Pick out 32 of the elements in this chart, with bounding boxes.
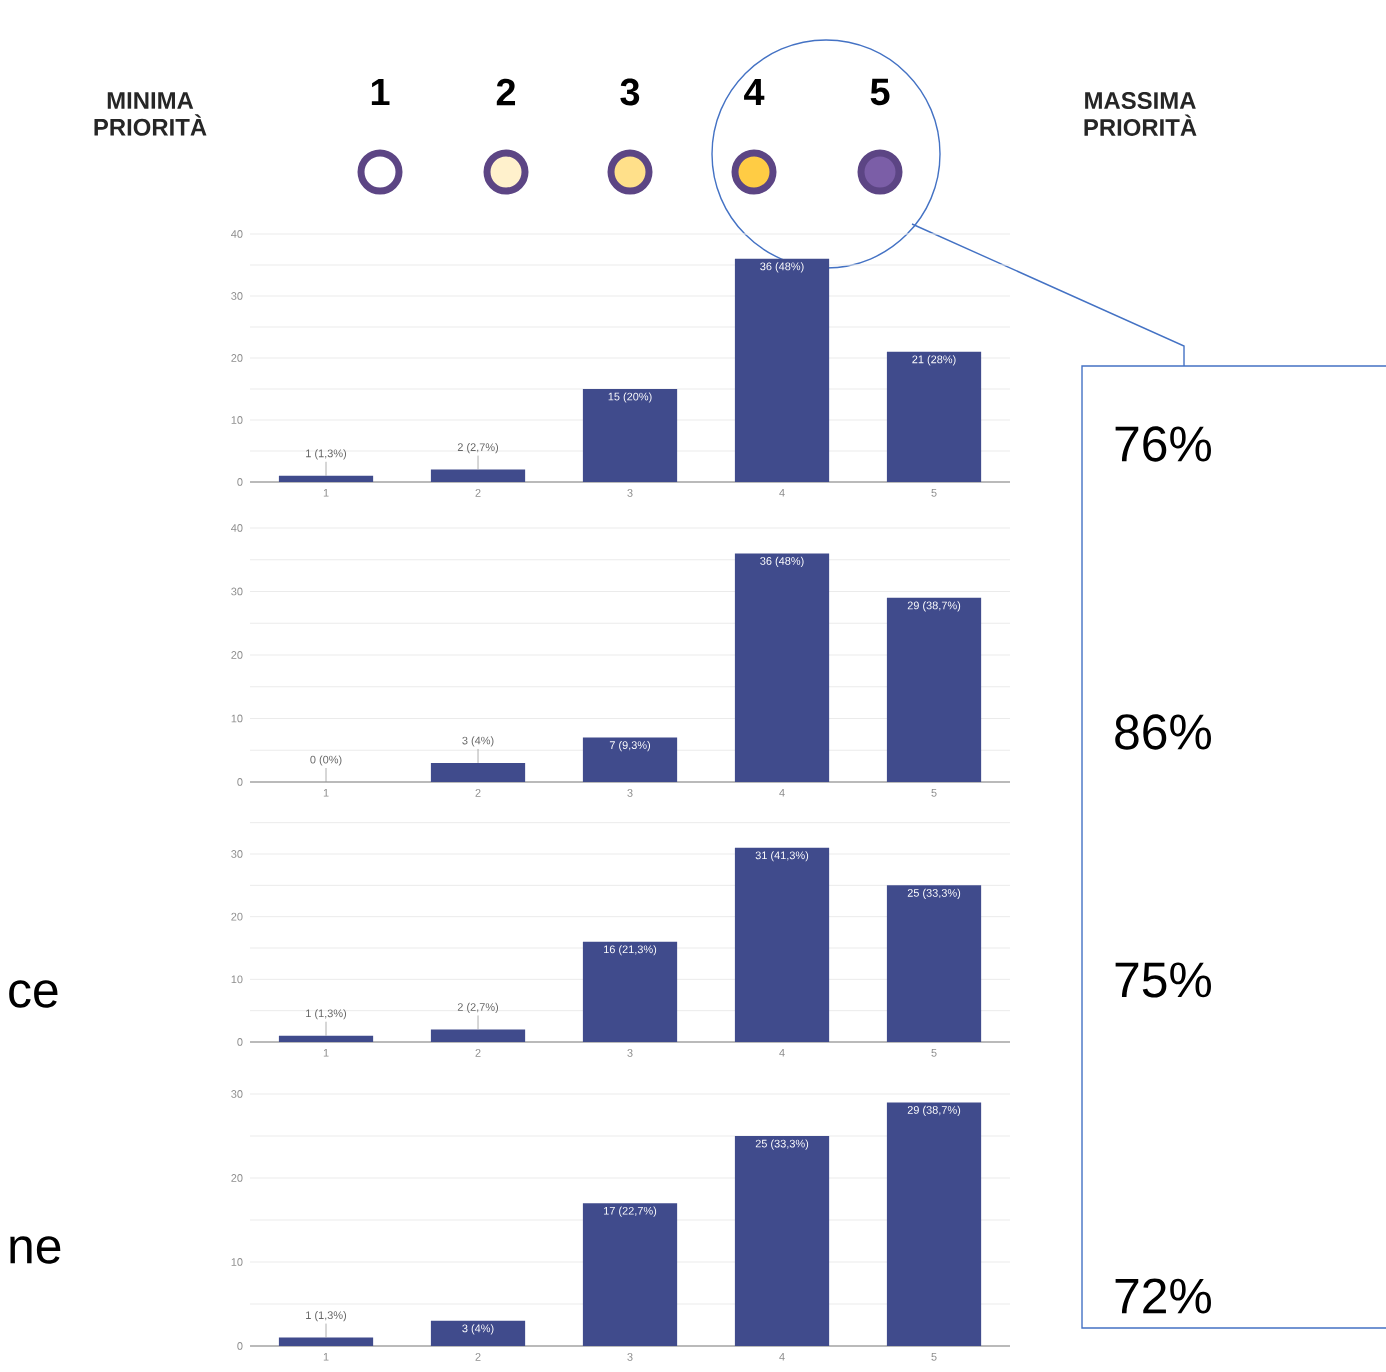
bar <box>582 389 678 482</box>
bar <box>430 1320 526 1346</box>
bar <box>582 737 678 782</box>
bar <box>734 847 830 1042</box>
text: MINIMA PRIORITÀ <box>94 92 207 136</box>
text: 76% <box>1115 426 1211 462</box>
text: 75% <box>1115 962 1211 998</box>
bar <box>278 475 374 482</box>
bar <box>734 553 830 782</box>
text: 2 <box>496 78 516 106</box>
bar <box>430 762 526 782</box>
bar <box>734 258 830 482</box>
text: 3 <box>620 78 640 106</box>
bar <box>886 1102 982 1346</box>
text: 5 <box>870 78 890 106</box>
bar <box>886 885 982 1042</box>
bar <box>278 1337 374 1346</box>
text: 86% <box>1115 714 1211 750</box>
bar <box>582 941 678 1042</box>
bar <box>430 469 526 482</box>
bar <box>886 597 982 782</box>
bar <box>582 1203 678 1346</box>
text: 72% <box>1115 1278 1211 1314</box>
text: 1 <box>371 78 390 106</box>
text: MASSIMA PRIORITÀ <box>1084 92 1197 136</box>
text: ne <box>10 1236 61 1264</box>
bar <box>278 1035 374 1042</box>
bar <box>886 351 982 482</box>
text: ce <box>9 980 58 1008</box>
bar <box>734 1136 830 1346</box>
bar <box>430 1029 526 1042</box>
text: 4 <box>744 78 765 106</box>
